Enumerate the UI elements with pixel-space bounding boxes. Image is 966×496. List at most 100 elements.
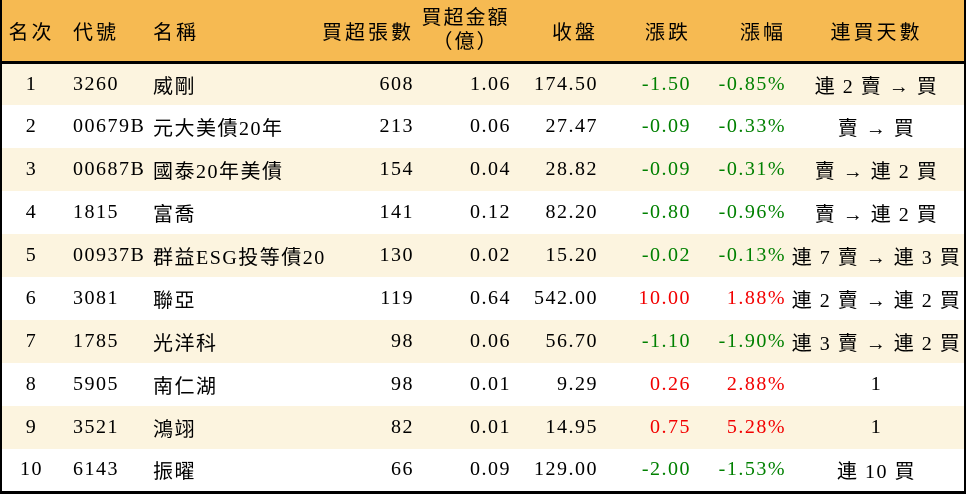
cell-close: 15.20 <box>545 244 598 266</box>
cell-amount: 0.09 <box>470 458 511 481</box>
cell-name: 元大美債20年 <box>153 118 284 140</box>
cell-amount: 0.04 <box>470 158 511 180</box>
cell-change-pct: 5.28% <box>726 416 786 438</box>
cell-volume: 213 <box>379 115 414 137</box>
cell-code: 3521 <box>73 416 119 438</box>
table-body: 1 3260 威剛 608 1.06 174.50 -1.50 -0.85% 連 2 賣 → 買… <box>1 62 965 492</box>
table-row: 10 6143 振曜 66 0.09 129.00 -2.00 -1.53% 連 10 買 <box>1 449 965 492</box>
cell-code: 1815 <box>73 201 119 223</box>
cell-change: -1.10 <box>641 330 691 352</box>
cell-change-pct: 1.88% <box>726 287 786 309</box>
cell-rank: 8 <box>25 373 38 395</box>
cell-change: -0.02 <box>641 244 691 266</box>
cell-close: 28.82 <box>545 158 598 180</box>
cell-code: 3260 <box>73 72 119 95</box>
cell-name: 振曜 <box>153 461 196 484</box>
header-name: 名稱 <box>141 0 317 64</box>
header-change-pct: 漲幅 <box>694 0 789 64</box>
cell-change: -0.80 <box>641 201 691 223</box>
cell-rank: 9 <box>25 416 38 438</box>
cell-amount: 0.01 <box>470 373 511 395</box>
cell-code: 00687B <box>73 158 146 180</box>
cell-change-pct: -0.85% <box>718 72 786 95</box>
cell-amount: 0.06 <box>470 330 511 352</box>
cell-volume: 119 <box>380 287 414 309</box>
header-amount-line1: 買超金額 <box>421 7 510 30</box>
header-code: 代號 <box>61 0 141 64</box>
cell-close: 82.20 <box>545 201 598 223</box>
cell-amount: 0.01 <box>470 416 511 438</box>
table-row: 1 3260 威剛 608 1.06 174.50 -1.50 -0.85% 連 2 賣 → 買 <box>1 62 965 105</box>
cell-rank: 3 <box>25 158 38 180</box>
cell-change: -2.00 <box>641 458 691 481</box>
cell-volume: 608 <box>379 72 414 95</box>
cell-rank: 10 <box>20 458 43 481</box>
cell-change: 10.00 <box>638 287 691 309</box>
cell-streak: 連 2 賣 → 連 2 買 <box>791 290 962 312</box>
cell-streak: 連 3 賣 → 連 2 買 <box>791 333 962 355</box>
header-rank: 名次 <box>1 0 61 64</box>
cell-code: 5905 <box>73 373 119 395</box>
cell-code: 1785 <box>73 330 119 352</box>
cell-amount: 0.12 <box>470 201 511 223</box>
cell-name: 國泰20年美債 <box>153 161 284 183</box>
cell-rank: 4 <box>25 201 38 223</box>
cell-change: 0.26 <box>650 373 691 395</box>
cell-close: 129.00 <box>534 458 598 481</box>
cell-rank: 2 <box>25 115 38 137</box>
cell-rank: 1 <box>25 72 38 95</box>
table-row: 6 3081 聯亞 119 0.64 542.00 10.00 1.88% 連 2 賣 → 連 … <box>1 277 965 320</box>
table-row: 8 5905 南仁湖 98 0.01 9.29 0.26 2.88% 1 <box>1 363 965 406</box>
cell-streak: 賣 → 連 2 買 <box>814 161 939 183</box>
table-row: 3 00687B 國泰20年美債 154 0.04 28.82 -0.09 -0.31% 賣 →… <box>1 148 965 191</box>
cell-close: 14.95 <box>545 416 598 438</box>
header-streak: 連買天數 <box>789 0 965 64</box>
cell-name: 威剛 <box>153 75 196 98</box>
header-row: 名次 代號 名稱 買超張數 買超金額 （億） 收盤 漲跌 漲幅 連買天數 <box>1 0 965 64</box>
table-row: 2 00679B 元大美債20年 213 0.06 27.47 -0.09 -0.33% 賣 →… <box>1 105 965 148</box>
cell-change-pct: -0.31% <box>718 158 786 180</box>
cell-volume: 98 <box>391 330 414 352</box>
cell-streak: 連 10 買 <box>837 461 916 484</box>
cell-name: 南仁湖 <box>153 376 218 398</box>
cell-close: 27.47 <box>545 115 598 137</box>
cell-rank: 7 <box>25 330 38 352</box>
cell-streak: 賣 → 連 2 買 <box>814 204 939 226</box>
cell-name: 鴻翊 <box>153 419 196 441</box>
cell-change: -0.09 <box>641 115 691 137</box>
cell-name: 光洋科 <box>153 333 218 355</box>
cell-streak: 連 7 賣 → 連 3 買 <box>791 247 962 269</box>
cell-rank: 5 <box>25 244 38 266</box>
cell-change-pct: -0.96% <box>718 201 786 223</box>
cell-amount: 0.64 <box>470 287 511 309</box>
header-change: 漲跌 <box>601 0 694 64</box>
cell-streak: 1 <box>870 416 883 438</box>
cell-code: 00937B <box>73 244 146 266</box>
cell-name: 聯亞 <box>153 290 196 312</box>
header-close: 收盤 <box>514 0 601 64</box>
cell-change-pct: -1.90% <box>718 330 786 352</box>
cell-change: -0.09 <box>641 158 691 180</box>
header-amount-line2: （億） <box>432 31 499 54</box>
cell-streak: 賣 → 買 <box>837 118 916 140</box>
cell-close: 174.50 <box>534 72 598 95</box>
table-row: 4 1815 富喬 141 0.12 82.20 -0.80 -0.96% 賣 → 連 2 買 <box>1 191 965 234</box>
cell-amount: 0.06 <box>470 115 511 137</box>
table-row: 9 3521 鴻翊 82 0.01 14.95 0.75 5.28% 1 <box>1 406 965 449</box>
cell-close: 56.70 <box>545 330 598 352</box>
cell-code: 3081 <box>73 287 119 309</box>
cell-name: 群益ESG投等債20 <box>153 247 326 269</box>
table-row: 7 1785 光洋科 98 0.06 56.70 -1.10 -1.90% 連 3 賣 → 連 … <box>1 320 965 363</box>
header-volume: 買超張數 <box>317 0 417 64</box>
cell-name: 富喬 <box>153 204 196 226</box>
cell-volume: 130 <box>379 244 414 266</box>
cell-streak: 連 2 賣 → 買 <box>814 75 939 98</box>
cell-change: -1.50 <box>641 72 691 95</box>
cell-volume: 154 <box>379 158 414 180</box>
cell-volume: 66 <box>391 458 414 481</box>
cell-amount: 1.06 <box>470 72 511 95</box>
cell-change: 0.75 <box>650 416 691 438</box>
cell-change-pct: 2.88% <box>726 373 786 395</box>
cell-close: 542.00 <box>534 287 598 309</box>
